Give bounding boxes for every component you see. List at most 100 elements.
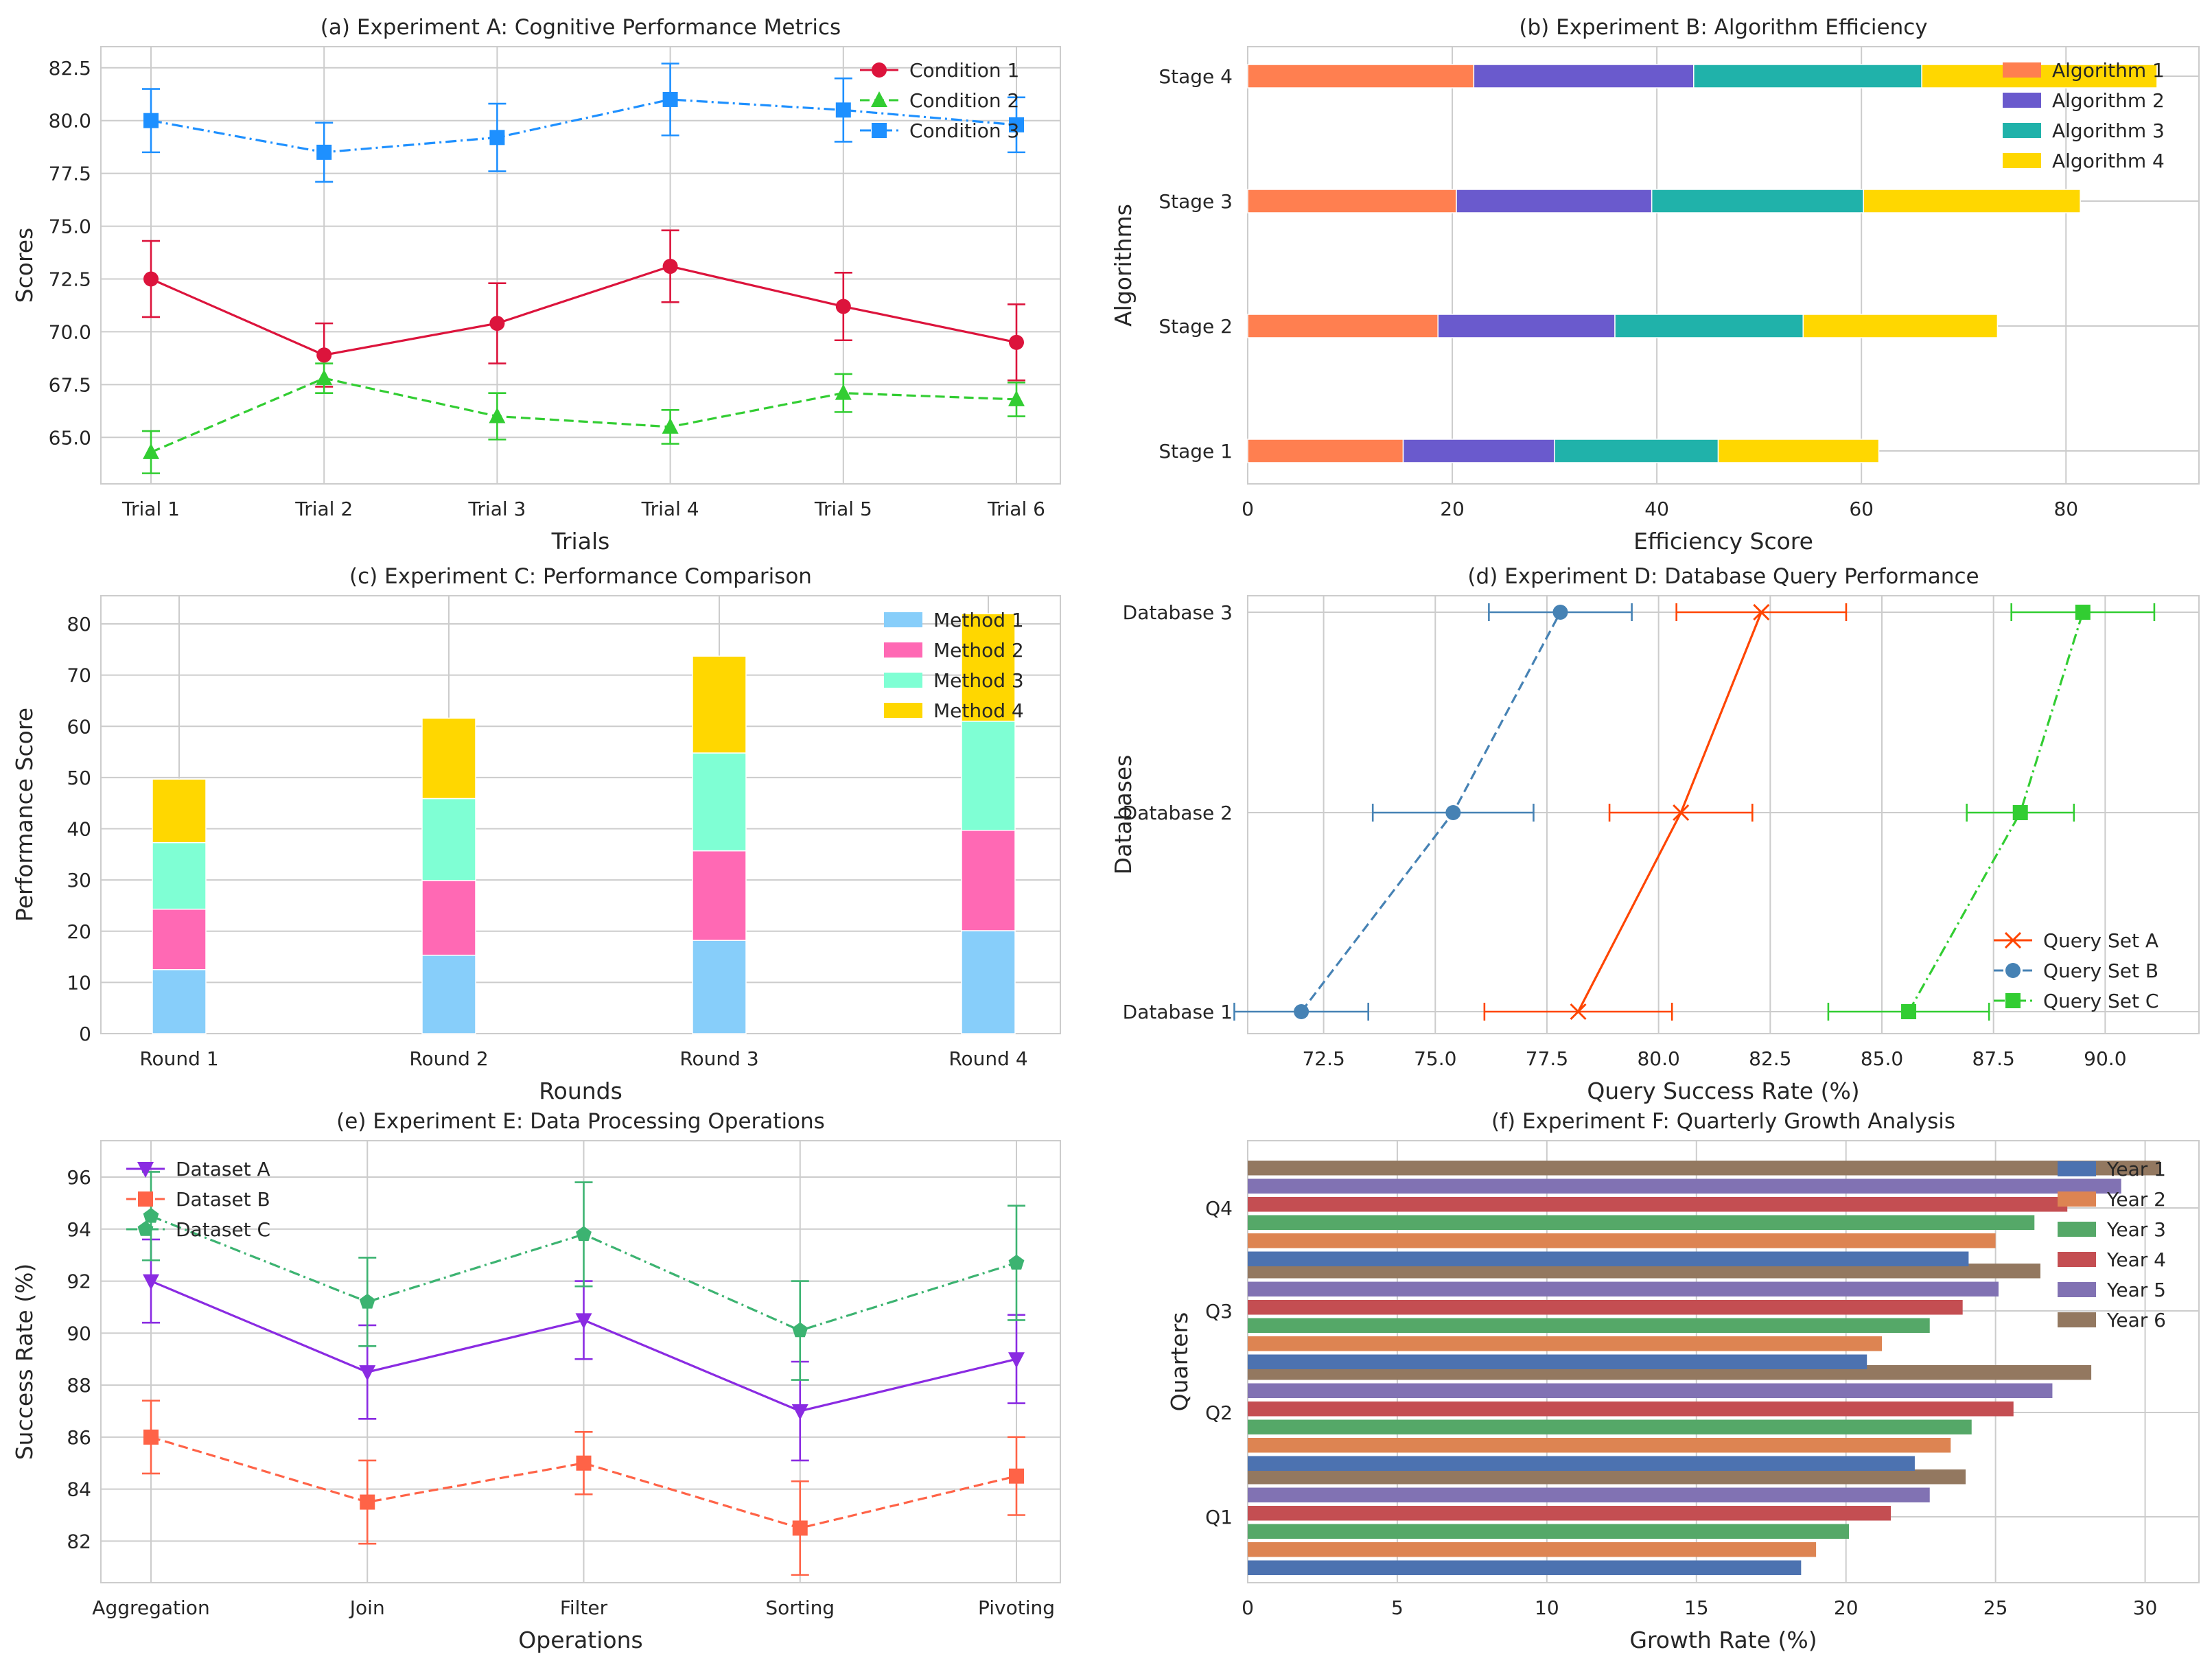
legend-label: Method 1 — [933, 609, 1024, 631]
series-2 — [1233, 603, 1633, 1021]
chart-d: 72.5 75.0 77.5 80.0 82.5 85.0 87.5 90.0 Database… — [1110, 564, 2200, 1104]
legend: Query Set A Query Set B Query Set C — [1994, 929, 2158, 1012]
legend-swatch — [2058, 1312, 2096, 1327]
legend-label: Algorithm 3 — [2052, 119, 2165, 142]
bar — [1248, 1438, 1951, 1453]
bar-segment — [152, 778, 207, 844]
legend-label: Year 6 — [2106, 1309, 2166, 1331]
legend-label: Year 2 — [2106, 1188, 2166, 1211]
y-tick-label: 0 — [79, 1023, 91, 1045]
legend-marker — [138, 1191, 153, 1207]
legend-swatch — [2003, 153, 2041, 168]
legend-label: Dataset C — [176, 1218, 270, 1241]
y-tick-label: Q2 — [1205, 1402, 1233, 1424]
chart-b: 0 20 40 60 80 Stage 1 Stage 2 Stage 3 Stage 4 Alg… — [1110, 15, 2200, 555]
legend-marker — [2005, 993, 2021, 1008]
bar-segment — [152, 908, 207, 970]
bar — [1248, 1402, 2014, 1417]
legend-marker — [871, 91, 887, 107]
y-axis-label: Success Rate (%) — [11, 1264, 38, 1461]
x-tick-label: 20 — [1834, 1596, 1859, 1619]
bar — [1248, 1354, 1867, 1369]
x-tick-label: 5 — [1391, 1596, 1404, 1619]
x-tick-label: 85.0 — [1861, 1047, 1903, 1070]
y-tick-label: 67.5 — [49, 373, 91, 396]
legend: Year 1 Year 2 Year 3 Year 4 Year 5 Year 6 — [2058, 1158, 2166, 1331]
bar-segment — [1402, 439, 1555, 463]
data-point — [835, 299, 851, 314]
axes-frame — [100, 595, 1061, 1034]
y-tick-label: Stage 3 — [1159, 190, 1233, 213]
y-tick-label: Database 2 — [1123, 802, 1233, 824]
data-point — [1009, 1468, 1024, 1484]
chart-title: (f) Experiment F: Quarterly Growth Analy… — [1491, 1109, 1955, 1134]
data-point — [359, 1293, 375, 1309]
y-tick-label: 80.0 — [49, 110, 91, 132]
y-tick-label: 72.5 — [49, 268, 91, 291]
data-point — [143, 1207, 159, 1223]
x-tick-label: Pivoting — [978, 1596, 1055, 1619]
axes-frame — [1247, 46, 2200, 485]
x-axis-label: Query Success Rate (%) — [1587, 1078, 1859, 1104]
x-tick-label: Trial 3 — [467, 498, 526, 520]
x-tick-label: Round 2 — [409, 1047, 488, 1070]
x-tick-label: 75.0 — [1414, 1047, 1456, 1070]
legend-swatch — [2003, 93, 2041, 108]
bar — [1248, 1264, 2040, 1279]
bar — [1248, 1506, 1891, 1521]
legend-label: Query Set A — [2043, 929, 2158, 952]
data-point — [792, 1520, 808, 1536]
data-point — [576, 1455, 592, 1471]
x-tick-label: 30 — [2133, 1596, 2158, 1619]
x-tick-label: Round 4 — [948, 1047, 1027, 1070]
series-line — [150, 1436, 1017, 1530]
y-tick-label: Database 1 — [1123, 1001, 1233, 1023]
y-tick-label: 86 — [67, 1426, 91, 1449]
x-tick-label: Aggregation — [92, 1596, 209, 1619]
y-tick-label: 40 — [67, 818, 91, 841]
legend-swatch — [884, 612, 922, 627]
legend-marker — [872, 123, 887, 138]
bar-segment — [1717, 439, 1880, 463]
legend-label: Method 4 — [933, 699, 1024, 722]
bar-segment — [961, 721, 1016, 831]
legend-label: Year 5 — [2106, 1279, 2166, 1301]
data-point — [662, 91, 678, 107]
legend: Condition 1 Condition 2 Condition 3 — [860, 59, 1019, 142]
y-tick-label: 20 — [67, 920, 91, 943]
legend-label: Condition 1 — [909, 59, 1019, 82]
data-point — [662, 259, 678, 275]
x-tick-label: 10 — [1535, 1596, 1559, 1619]
bar-segment — [1247, 314, 1439, 338]
legend-label: Method 2 — [933, 639, 1024, 662]
x-tick-label: Sorting — [765, 1596, 835, 1619]
bar — [1248, 1215, 2035, 1230]
chart-title: (a) Experiment A: Cognitive Performance … — [321, 15, 841, 40]
x-tick-label: 72.5 — [1302, 1047, 1344, 1070]
series-1 — [1483, 603, 1848, 1021]
chart-e: Aggregation Join Filter Sorting Pivoting 82 84… — [11, 1109, 1061, 1653]
x-tick-label: 25 — [1983, 1596, 2008, 1619]
x-tick-label: 15 — [1684, 1596, 1709, 1619]
series-line — [150, 1215, 1017, 1332]
x-axis-label: Operations — [518, 1627, 642, 1653]
data-point — [2012, 805, 2028, 820]
bar-segment — [152, 841, 207, 910]
bar — [1248, 1456, 1915, 1471]
data-point — [143, 443, 159, 459]
bar — [1248, 1161, 2161, 1176]
y-tick-label: Database 3 — [1123, 601, 1233, 624]
data-point — [143, 271, 159, 287]
bar-segment — [421, 880, 476, 956]
series-line — [150, 265, 1017, 356]
bar-segment — [692, 752, 747, 852]
bar — [1248, 1281, 1999, 1296]
bar-segment — [421, 955, 476, 1034]
data-point — [143, 113, 159, 128]
y-tick-label: 82 — [67, 1530, 91, 1552]
bar-segment — [421, 717, 476, 800]
bar-segment — [692, 850, 747, 941]
y-tick-label: 30 — [67, 869, 91, 892]
bar — [1248, 1178, 2121, 1194]
